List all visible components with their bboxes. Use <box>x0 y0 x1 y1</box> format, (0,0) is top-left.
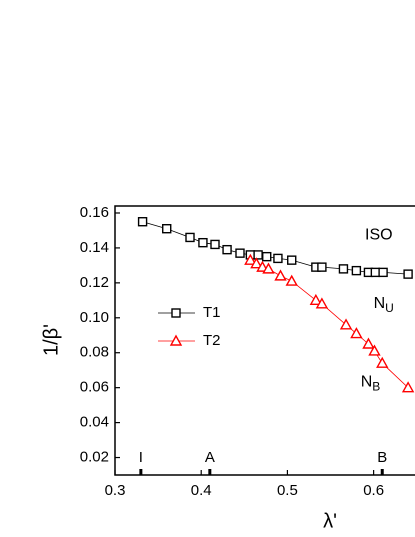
axis-frame <box>114 205 415 476</box>
marker <box>262 251 272 262</box>
annotation-sub: U <box>385 301 394 315</box>
marker <box>317 262 327 272</box>
marker <box>250 257 263 269</box>
y-tick-label: 0.06 <box>80 379 109 396</box>
marker <box>350 327 363 339</box>
marker <box>315 297 329 309</box>
marker <box>378 267 388 278</box>
annotation-text: N <box>361 374 373 391</box>
marker <box>339 318 353 330</box>
marker <box>274 269 287 281</box>
marker <box>222 244 232 255</box>
marker <box>309 293 323 306</box>
series-line <box>250 259 409 388</box>
marker <box>244 253 257 265</box>
y-tick-label: 0.14 <box>80 239 109 256</box>
marker <box>210 239 220 250</box>
annotation-sub: B <box>372 380 380 394</box>
annotation: NU <box>374 295 394 315</box>
y-axis-label: 1/β' <box>40 324 62 356</box>
marker <box>351 265 362 276</box>
marker <box>368 344 381 356</box>
y-tick-label: 0.12 <box>80 274 109 291</box>
marker <box>287 255 297 265</box>
marker <box>285 274 298 286</box>
marker <box>162 224 172 234</box>
marker <box>401 381 415 393</box>
y-tick-label: 0.04 <box>80 414 109 431</box>
marker <box>376 356 389 368</box>
x-tick-label: 0.3 <box>105 482 126 499</box>
annotation-text: N <box>374 295 386 312</box>
marker <box>362 337 375 349</box>
marker <box>235 248 245 258</box>
legend-label: T2 <box>203 332 221 349</box>
x-tick-label: 0.5 <box>277 482 298 499</box>
axis-marker-label: B <box>377 449 387 466</box>
legend-marker <box>169 334 183 346</box>
x-tick-label: 0.4 <box>191 482 212 499</box>
y-tick-label: 0.10 <box>80 309 109 326</box>
x-axis-label: λ' <box>323 510 337 532</box>
marker <box>370 267 381 278</box>
marker <box>273 253 283 264</box>
y-tick-label: 0.02 <box>80 449 109 466</box>
marker <box>198 237 208 248</box>
annotation: NB <box>361 374 381 394</box>
marker <box>403 269 413 279</box>
marker <box>262 262 275 274</box>
annotation-text: ISO <box>365 227 393 244</box>
marker <box>338 264 349 274</box>
legend-label: T1 <box>203 304 221 321</box>
y-tick-label: 0.08 <box>80 344 109 361</box>
x-tick-label: 0.6 <box>363 482 384 499</box>
annotation: ISO <box>365 227 393 244</box>
legend-marker <box>171 308 181 318</box>
marker <box>137 217 148 227</box>
marker <box>253 250 263 260</box>
axis-marker-label: A <box>205 449 215 466</box>
y-tick-label: 0.16 <box>80 204 109 221</box>
marker <box>185 232 195 243</box>
axis-marker-label: I <box>139 449 143 466</box>
